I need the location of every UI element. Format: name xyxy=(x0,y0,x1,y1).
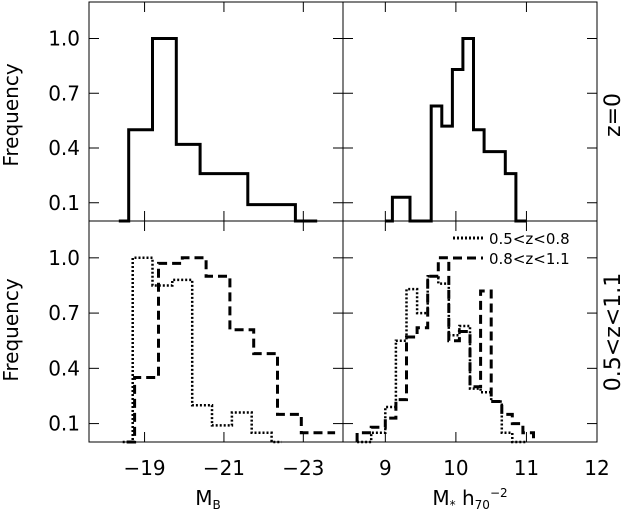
ylabel-bottom: Frequency xyxy=(0,278,23,381)
x-tick-label-right: 10 xyxy=(443,456,468,480)
x-tick-label-left: −19 xyxy=(123,456,165,480)
histogram-lines xyxy=(118,37,535,444)
row-label-bottom: 0.5<z<1.1 xyxy=(601,273,626,391)
x-tick-label-left: −21 xyxy=(203,456,245,480)
x-tick-label-right: 12 xyxy=(584,456,609,480)
x-tick-label-right: 11 xyxy=(514,456,539,480)
panel-frames xyxy=(88,1,598,443)
row-label-top: z=0 xyxy=(601,93,626,137)
histogram-bottom-right-dashed xyxy=(355,256,535,442)
legend: 0.5<z<0.8 0.8<z<1.1 xyxy=(453,230,570,268)
legend-label-dashed: 0.8<z<1.1 xyxy=(489,250,570,268)
panel-top-left xyxy=(88,1,344,222)
x-tick-label-left: −23 xyxy=(282,456,324,480)
y-tick-label-bottom: 0.1 xyxy=(48,412,80,436)
histogram-bottom-right-dotted xyxy=(357,275,527,444)
xlabel-right: M* h70−2 xyxy=(432,486,507,512)
xlabel-left: MB xyxy=(195,486,221,512)
histogram-bottom-left-dashed xyxy=(126,256,336,444)
histogram-top-right-solid xyxy=(385,37,527,223)
legend-label-dotted: 0.5<z<0.8 xyxy=(489,230,570,248)
axis-labels: 0.1 0.4 0.7 1.0 0.1 0.4 0.7 1.0 −19 −21 −23 9 10 11 12 xyxy=(48,27,610,481)
y-tick-label-bottom: 1.0 xyxy=(48,246,80,270)
histogram-top-left-solid xyxy=(118,37,318,223)
y-tick-label-bottom: 0.4 xyxy=(48,356,80,380)
histogram-bottom-left-dotted xyxy=(122,256,282,444)
panel-top-right xyxy=(342,1,598,222)
panel-bottom-left xyxy=(88,220,344,443)
y-tick-label-top: 0.7 xyxy=(48,81,80,105)
x-tick-label-right: 9 xyxy=(379,456,392,480)
panel-bottom-right xyxy=(342,220,598,443)
ylabel-top: Frequency xyxy=(0,63,23,166)
axis-ticks xyxy=(89,2,598,442)
y-tick-label-top: 0.1 xyxy=(48,191,80,215)
y-tick-label-top: 1.0 xyxy=(48,27,80,51)
y-tick-label-top: 0.4 xyxy=(48,136,80,160)
y-tick-label-bottom: 0.7 xyxy=(48,301,80,325)
